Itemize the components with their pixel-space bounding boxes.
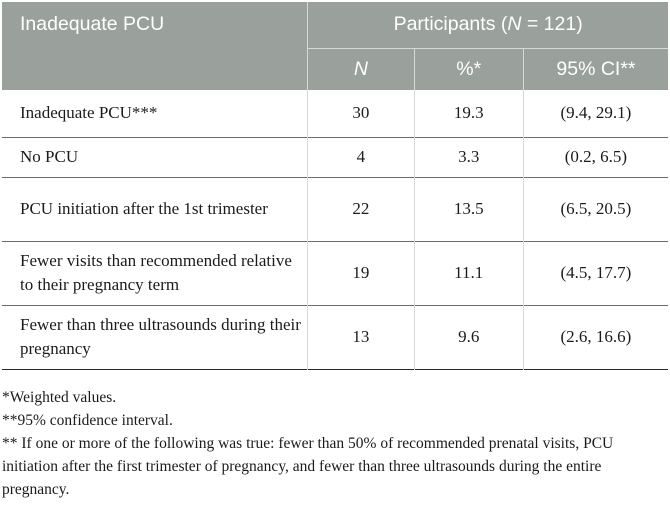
participants-header: Participants (N = 121) bbox=[308, 2, 668, 48]
row-label: Fewer visits than recommended relative t… bbox=[2, 241, 309, 305]
participants-prefix: Participants ( bbox=[393, 13, 508, 36]
col-pct-header: %* bbox=[414, 47, 524, 90]
row-pct: 9.6 bbox=[414, 305, 524, 369]
row-pct: 3.3 bbox=[414, 137, 524, 177]
row-label: Fewer than three ultrasounds during thei… bbox=[2, 305, 309, 369]
row-ci: (6.5, 20.5) bbox=[560, 199, 632, 218]
row-label-header: Inadequate PCU bbox=[2, 2, 309, 90]
row-n: 22 bbox=[307, 177, 415, 241]
table-subheader-row: N %* 95% CI** bbox=[2, 47, 668, 90]
table-row: PCU initiation after the 1st trimester 2… bbox=[2, 177, 668, 241]
row-pct: 13.5 bbox=[414, 177, 524, 241]
row-n: 19 bbox=[307, 241, 415, 305]
results-table: Inadequate PCU Participants (N = 121) N … bbox=[2, 2, 668, 370]
row-n: 13 bbox=[307, 305, 415, 369]
footnote-weighted: *Weighted values. bbox=[2, 389, 117, 406]
participants-n: N bbox=[507, 13, 522, 36]
col-n-header: N bbox=[307, 47, 415, 90]
row-pct: 11.1 bbox=[414, 241, 524, 305]
table-row: Inadequate PCU*** 30 19.3 (9.4, 29.1) bbox=[2, 90, 668, 137]
row-ci: (4.5, 17.7) bbox=[560, 263, 632, 282]
footnote-ci: **95% confidence interval. bbox=[2, 412, 173, 429]
row-n: 30 bbox=[307, 90, 415, 137]
row-ci: (9.4, 29.1) bbox=[560, 103, 632, 123]
row-ci: (0.2, 6.5) bbox=[564, 147, 628, 166]
col-ci-header: 95% CI** bbox=[523, 47, 668, 90]
row-label: PCU initiation after the 1st trimester bbox=[2, 177, 309, 241]
table-row: No PCU 4 3.3 (0.2, 6.5) bbox=[2, 137, 668, 177]
table-header-row: Inadequate PCU Participants (N = 121) bbox=[2, 2, 668, 90]
row-n: 4 bbox=[307, 137, 415, 177]
footnote-definition: ** If one or more of the following was t… bbox=[2, 435, 614, 498]
participants-suffix: = 121) bbox=[521, 13, 583, 36]
row-label: No PCU bbox=[2, 137, 309, 177]
table-footnotes: *Weighted values. **95% confidence inter… bbox=[2, 386, 668, 501]
row-ci: (2.6, 16.6) bbox=[560, 327, 632, 346]
table-row: Fewer than three ultrasounds during thei… bbox=[2, 305, 668, 369]
row-pct: 19.3 bbox=[414, 90, 524, 137]
row-label: Inadequate PCU*** bbox=[2, 90, 309, 137]
table-row: Fewer visits than recommended relative t… bbox=[2, 241, 668, 305]
row-label-header-text: Inadequate PCU bbox=[20, 13, 165, 35]
